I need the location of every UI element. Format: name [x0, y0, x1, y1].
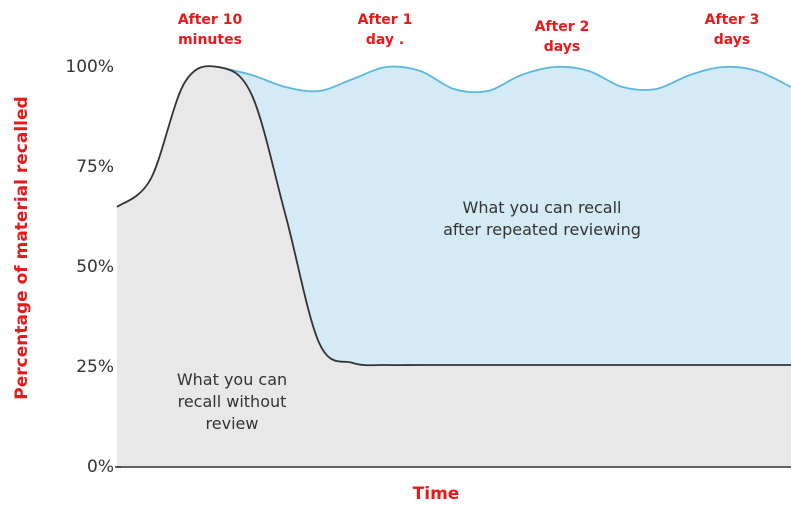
x-axis-label: Time [413, 484, 460, 504]
annotation: After 3 days [705, 12, 760, 48]
y-tick-label: 25% [76, 357, 114, 377]
y-tick-label: 50% [76, 257, 114, 277]
annotation-line: days [714, 32, 751, 48]
annotation-line: days [544, 39, 581, 55]
annotation: After 10 minutes [178, 12, 243, 48]
annotation-line: After 1 [358, 12, 413, 28]
annotation-line: After 3 [705, 12, 760, 28]
region-label-line: What you can recall [463, 198, 622, 217]
y-tick-label: 75% [76, 157, 114, 177]
annotation-line: minutes [178, 32, 242, 48]
region-label-line: recall without [178, 392, 287, 411]
region-label: What you can recall without review [177, 370, 287, 433]
region-label-line: What you can [177, 370, 287, 389]
annotation-line: day . [366, 32, 404, 48]
annotation: After 2 days [535, 19, 590, 55]
region-label-line: after repeated reviewing [443, 220, 641, 239]
y-tick-label: 0% [87, 457, 114, 477]
annotation-line: After 10 [178, 12, 243, 28]
line [116, 65, 791, 367]
y-axis-label: Percentage of material recalled [12, 96, 32, 399]
annotation: After 1 day . [358, 12, 413, 48]
y-tick-label: 100% [65, 57, 114, 77]
annotation-line: After 2 [535, 19, 590, 35]
line [217, 65, 791, 94]
area [218, 66, 791, 366]
area [117, 66, 791, 468]
region-label-line: review [206, 414, 259, 433]
region-label: What you can recall after repeated review… [443, 198, 641, 239]
